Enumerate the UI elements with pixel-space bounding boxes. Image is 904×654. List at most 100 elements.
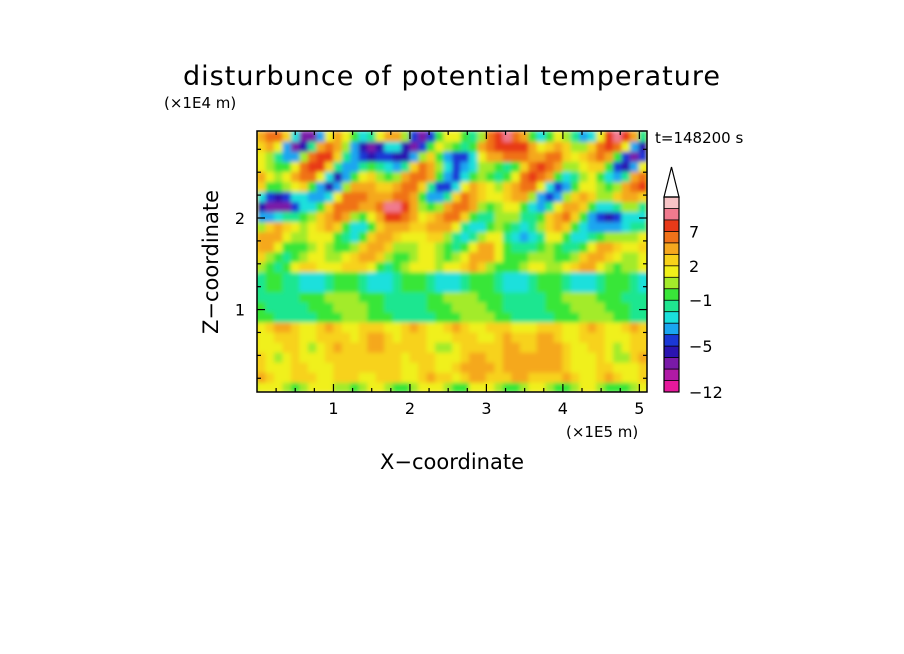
field-cell — [621, 251, 631, 263]
field-cell — [418, 361, 428, 373]
field-cell — [477, 241, 487, 253]
field-cell — [630, 161, 640, 172]
field-cell — [528, 251, 538, 263]
field-cell — [570, 131, 580, 142]
field-cell — [596, 221, 606, 233]
field-cell — [545, 221, 555, 233]
field-cell — [545, 291, 555, 303]
field-cell — [477, 301, 487, 313]
field-cell — [528, 161, 538, 172]
field-cell — [579, 231, 589, 243]
field-cell — [341, 351, 352, 363]
field-cell — [613, 351, 623, 363]
field-cell — [579, 131, 589, 142]
field-cell — [265, 291, 275, 303]
field-cell — [375, 211, 385, 223]
field-cell — [485, 351, 496, 363]
field-cell — [273, 141, 284, 152]
field-cell — [502, 331, 513, 343]
field-cell — [468, 311, 479, 323]
field-cell — [384, 331, 394, 343]
field-cell — [630, 211, 640, 223]
field-cell — [485, 251, 496, 263]
field-cell — [519, 371, 530, 383]
field-cell — [519, 171, 530, 182]
field-cell — [621, 231, 631, 243]
field-cell — [282, 261, 292, 273]
field-cell — [613, 321, 623, 333]
field-cell — [604, 321, 614, 333]
field-cell — [435, 301, 445, 313]
field-cell — [528, 141, 538, 152]
field-cell — [384, 301, 394, 313]
field-cell — [401, 171, 411, 182]
field-cell — [604, 131, 614, 142]
field-cell — [468, 211, 479, 223]
field-cell — [511, 211, 521, 223]
field-cell — [409, 291, 419, 303]
field-cell — [485, 301, 496, 313]
field-cell — [460, 301, 470, 313]
field-cell — [392, 161, 402, 172]
field-cell — [562, 161, 572, 172]
field-cell — [307, 251, 318, 263]
field-cell — [273, 291, 284, 303]
field-cell — [341, 301, 352, 313]
field-cell — [511, 231, 521, 243]
field-cell — [358, 291, 369, 303]
field-cell — [519, 251, 530, 263]
field-cell — [536, 151, 547, 162]
field-cell — [375, 381, 385, 392]
field-cell — [630, 351, 640, 363]
field-cell — [494, 181, 504, 193]
field-cell — [265, 321, 275, 333]
field-cell — [562, 381, 572, 392]
field-cell — [401, 201, 411, 213]
field-cell — [621, 321, 631, 333]
field-cell — [307, 341, 318, 353]
field-cell — [367, 331, 377, 343]
field-cell — [273, 251, 284, 263]
field-cell — [367, 201, 377, 213]
field-cell — [562, 241, 572, 253]
field-cell — [460, 211, 470, 223]
field-cell — [443, 291, 453, 303]
field-cell — [519, 211, 530, 223]
field-cell — [299, 261, 309, 273]
colorbar-label: −5 — [689, 337, 713, 356]
field-cell — [553, 141, 564, 152]
field-cell — [553, 131, 564, 142]
contour-field — [257, 131, 647, 392]
field-cell — [435, 221, 445, 233]
field-cell — [502, 161, 513, 172]
field-cell — [299, 181, 309, 193]
field-cell — [596, 191, 606, 203]
field-cell — [418, 331, 428, 343]
field-cell — [257, 381, 267, 392]
field-cell — [536, 171, 547, 182]
field-cell — [545, 281, 555, 293]
field-cell — [519, 181, 530, 193]
field-cell — [418, 211, 428, 223]
field-cell — [511, 361, 521, 373]
field-cell — [401, 161, 411, 172]
field-cell — [562, 191, 572, 203]
field-cell — [604, 241, 614, 253]
x-axis: 1 2 3 4 5 — [275, 131, 644, 418]
field-cell — [587, 131, 597, 142]
field-cell — [401, 361, 411, 373]
field-cell — [409, 321, 419, 333]
field-cell — [494, 141, 504, 152]
field-cell — [299, 341, 309, 353]
field-cell — [307, 241, 318, 253]
field-cell — [324, 141, 335, 152]
colorbar-swatch — [664, 219, 679, 232]
field-cell — [392, 221, 402, 233]
field-cell — [536, 301, 547, 313]
plot-frame — [256, 130, 648, 393]
field-cell — [265, 271, 275, 283]
field-cell — [460, 241, 470, 253]
field-cell — [468, 171, 479, 182]
field-cell — [621, 221, 631, 233]
field-cell — [485, 381, 496, 392]
